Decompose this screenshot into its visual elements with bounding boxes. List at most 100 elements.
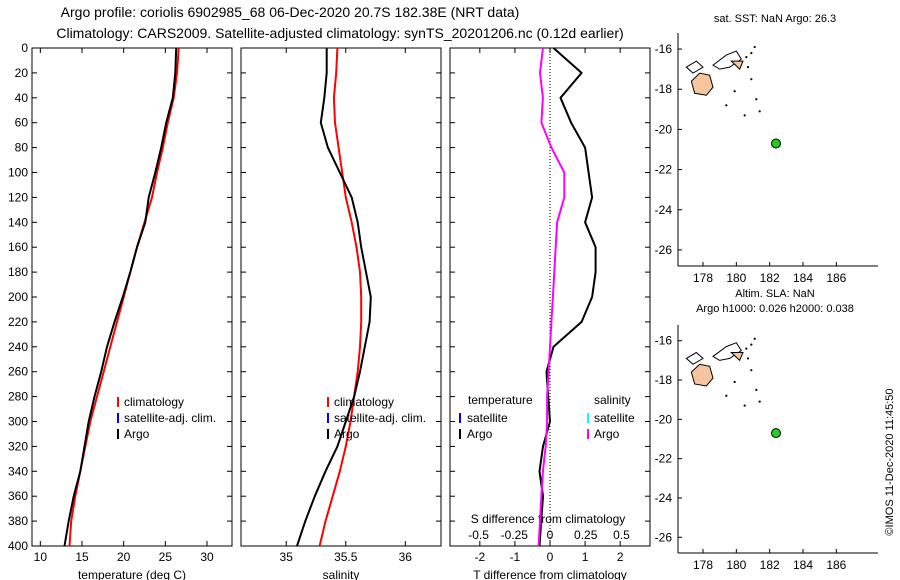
island-dot [746,66,750,69]
map-y-tick-label: -26 [655,243,673,257]
x-tick-label: 0 [547,550,554,564]
legend-label: Argo [334,427,360,441]
legend-title-temperature: temperature [468,393,533,407]
y-tick-label: 380 [8,514,28,528]
legend-label: climatology [124,395,184,409]
island-dot [725,394,728,397]
map-y-tick-label: -16 [655,42,673,56]
y-tick-label: 260 [8,365,28,379]
x-axis-label: salinity [323,568,360,580]
island-dot [733,90,736,93]
x-tick-label: 1 [582,550,589,564]
x-tick-label: 35.5 [334,550,358,564]
map-x-tick-label: 182 [760,558,780,572]
island-dot [733,380,736,384]
y-tick-label: 320 [8,439,28,453]
y-tick-label: 200 [8,290,28,304]
axes-frame [240,47,442,547]
legend-label: Argo [124,427,150,441]
y-tick-label: 240 [8,340,28,354]
map-x-tick-label: 184 [793,558,813,572]
x-tick-label: 10 [34,550,48,564]
island-dot [750,343,753,346]
fiji-islands [685,45,761,117]
map-y-tick-label: -24 [655,491,673,505]
x-tick-label: 35 [280,550,294,564]
map-y-tick-label: -18 [655,82,673,96]
map-y-tick-label: -26 [655,530,673,544]
fiji-islands [685,337,761,407]
y-tick-label: 120 [8,190,28,204]
map-bottom-subtitle: Argo h1000: 0.026 h2000: 0.038 [696,303,854,315]
figure-subtitle: Climatology: CARS2009. Satellite-adjuste… [56,25,623,41]
island-reef [685,60,704,74]
map-x-tick-label: 182 [760,271,780,285]
sal-diff-tick-label: -0.5 [468,528,489,542]
island-dot [743,114,746,117]
sal-diff-axis-label: S difference from climatology [471,512,626,526]
y-tick-label: 60 [15,116,29,130]
legend-label: Argo [594,427,620,441]
legend-title-salinity: salinity [594,393,631,407]
legend-label: satellite [594,411,635,425]
x-axis-label: temperature (deg C) [78,568,186,580]
island-dot [758,110,761,113]
island-dot [743,404,746,407]
map-x-tick-label: 178 [693,558,713,572]
y-tick-label: 220 [8,315,28,329]
island-dot [758,400,761,403]
map-x-tick-label: 178 [693,271,713,285]
island-dot [750,51,753,55]
x-tick-label: 2 [617,550,624,564]
map-top-title: sat. SST: NaN Argo: 26.3 [714,13,836,25]
axes-frame [31,47,233,547]
x-tick-label: -1 [510,550,521,564]
y-tick-label: 140 [8,215,28,229]
series-line-t-argo [538,47,597,547]
island-dot [750,78,753,81]
y-tick-label: 80 [15,141,29,155]
y-tick-label: 180 [8,265,28,279]
figure-title: Argo profile: coriolis 6902985_68 06-Dec… [61,4,520,20]
x-tick-label: -2 [474,550,485,564]
legend-label: satellite-adj. clim. [124,411,216,425]
map-x-tick-label: 184 [793,271,813,285]
island-dot [725,104,728,107]
sal-diff-tick-label: 0 [547,528,554,542]
island-taveuni [730,352,744,362]
y-tick-label: 20 [15,66,29,80]
island-dot [745,56,748,59]
y-tick-label: 400 [8,539,28,553]
legend-label: satellite [467,411,508,425]
island-vanua-levu [712,342,743,361]
map-y-tick-label: -18 [655,373,673,387]
island-dot [755,98,758,101]
map-y-tick-label: -24 [655,203,673,217]
series-line-climatology [68,47,180,547]
island-dot [750,369,753,372]
x-tick-label: 20 [117,550,131,564]
map-bottom-title: Altim. SLA: NaN [735,288,815,300]
map-y-tick-label: -16 [655,334,673,348]
y-tick-label: 0 [21,41,28,55]
map-y-tick-label: -22 [655,163,673,177]
map-x-tick-label: 180 [726,271,746,285]
island-reef [685,351,704,365]
y-tick-label: 40 [15,91,29,105]
legend-label: climatology [334,395,394,409]
map-y-tick-label: -22 [655,452,673,466]
y-tick-label: 300 [8,415,28,429]
imos-watermark: ©IMOS 11-Dec-2020 11:45:50 [884,388,896,535]
y-tick-label: 160 [8,240,28,254]
island-taveuni [730,60,744,71]
island-dot [753,337,756,340]
x-tick-label: 15 [75,550,89,564]
x-tick-label: 36 [399,550,413,564]
legend-label: Argo [467,427,493,441]
sal-diff-tick-label: -0.25 [501,528,529,542]
argo-float-marker [771,138,781,149]
x-tick-label: 30 [200,550,214,564]
y-tick-label: 280 [8,390,28,404]
island-viti-levu [690,72,714,96]
